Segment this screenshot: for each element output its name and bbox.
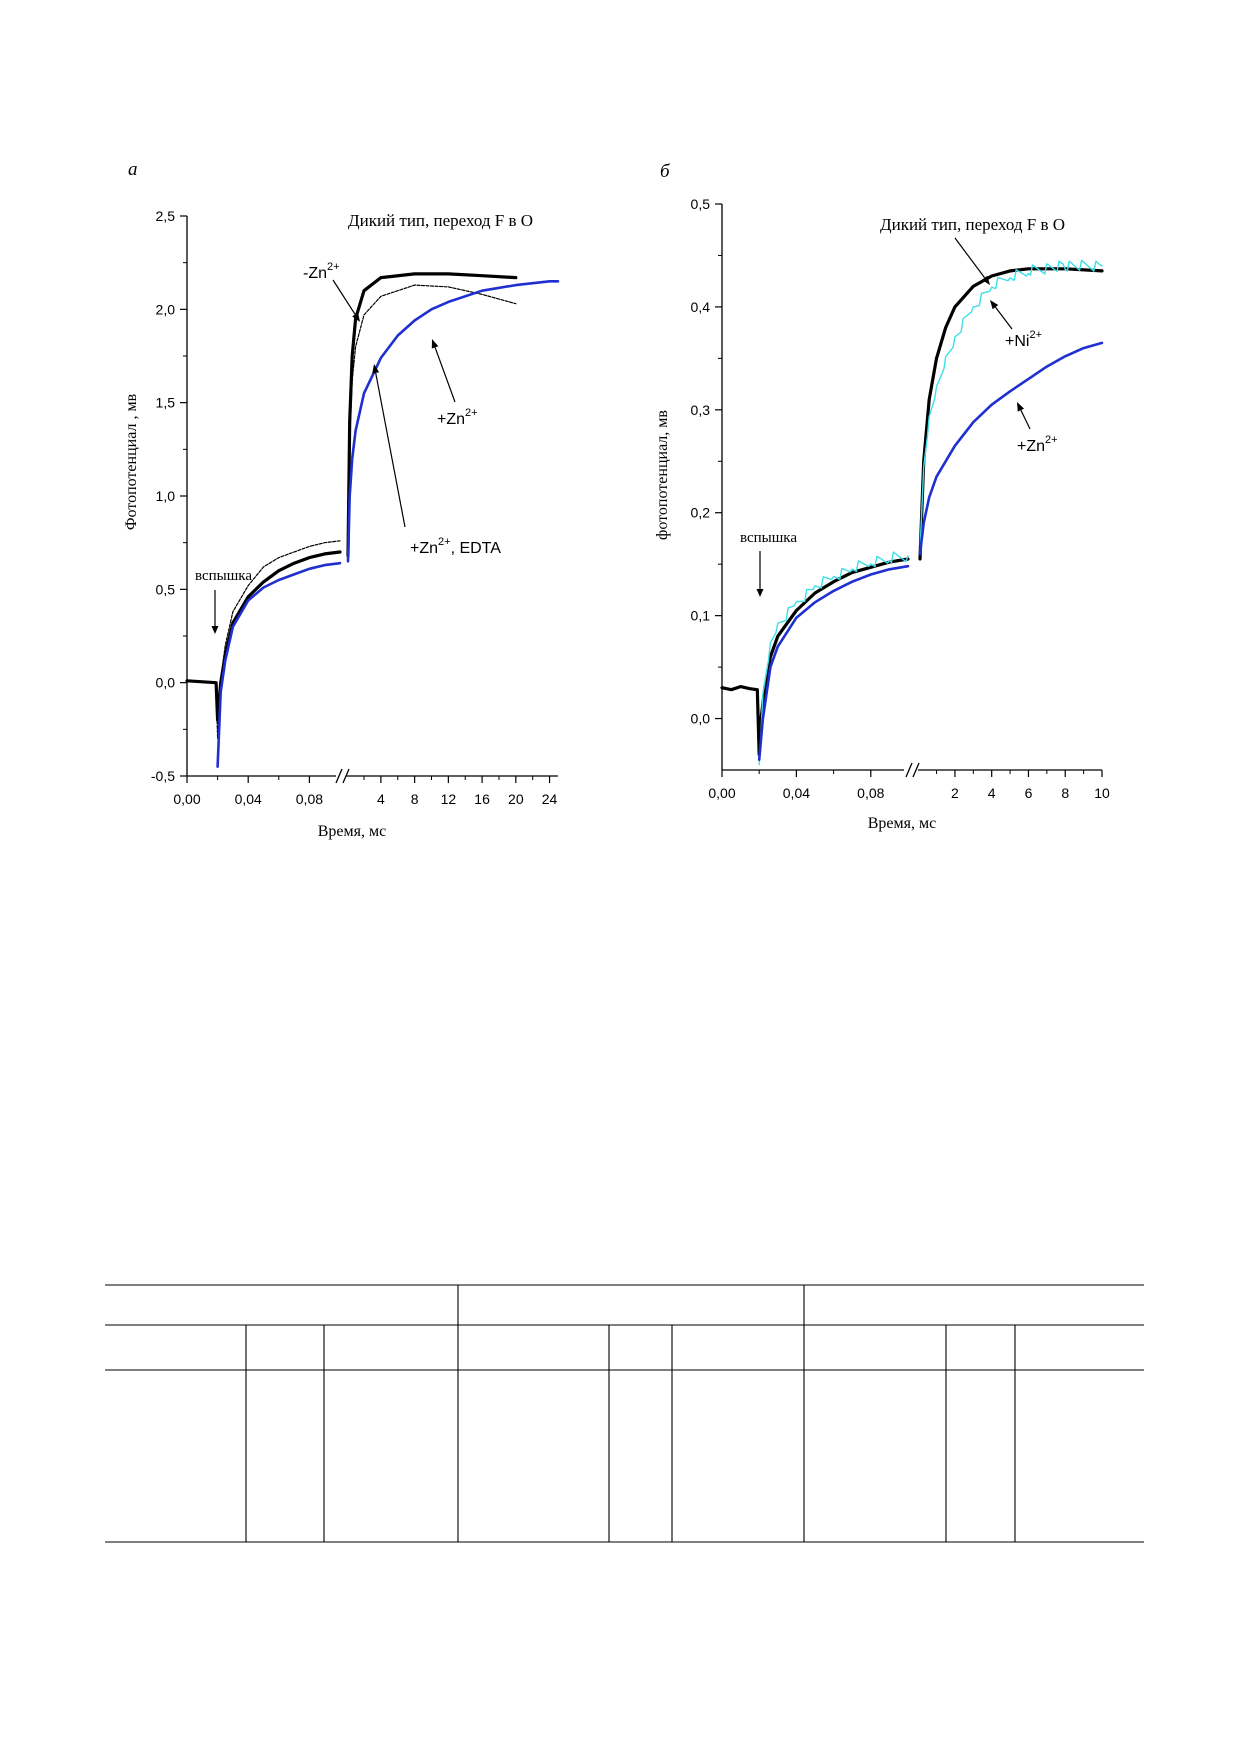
annotation-text: +Zn	[410, 540, 438, 557]
x-tick-label: 2	[951, 785, 959, 801]
chart-panel-b: б 0,0 0,1 0,2 0,3 0,4 0,5 0,00 0,04 0,08 2 4 6 8 10 Вре…	[654, 161, 1110, 832]
series-2-line-late	[919, 259, 1103, 552]
y-tick-label: 1,5	[156, 395, 176, 411]
series-annotation: +Zn2+	[437, 407, 478, 428]
data-table	[105, 1284, 1144, 1543]
annotation-text: +Zn	[437, 411, 465, 428]
y-tick-label: 0,5	[691, 196, 711, 212]
axis-break-mark	[335, 768, 343, 784]
series-annotation: -Zn2+	[303, 261, 340, 282]
y-axis-label: фотопотенциал, мв	[654, 410, 671, 540]
annotation-superscript: 2+	[1029, 329, 1042, 341]
flash-arrow-head	[756, 589, 764, 597]
chart-panel-a: а -0,5 0,0 0,5 1,0 1,5 2,0 2,5 0,00 0,04 0,08 4 8 12 1…	[123, 159, 560, 840]
annotation-arrow-head	[372, 364, 380, 374]
x-tick-label: 0,00	[173, 791, 200, 807]
x-tick-label: 8	[411, 791, 419, 807]
y-axis-label: Фотопотенциал , мв	[123, 393, 140, 530]
annotation-arrow-shaft	[954, 237, 986, 279]
series-annotation: +Zn2+, EDTA	[410, 536, 501, 557]
series-annotation: +Ni2+	[1005, 329, 1042, 350]
flash-label: вспышка	[195, 568, 252, 584]
x-tick-label: 0,04	[235, 791, 262, 807]
y-tick-label: 0,0	[691, 711, 711, 727]
annotation-text: +Ni	[1005, 333, 1029, 350]
y-tick-label: 0,2	[691, 505, 711, 521]
x-tick-label: 10	[1094, 785, 1110, 801]
x-tick-label: 20	[508, 791, 524, 807]
annotation-arrow-head	[981, 275, 990, 285]
chart-title: Дикий тип, переход F в O	[880, 215, 1065, 234]
series-1-line-late	[346, 272, 518, 558]
annotation-text: -Zn	[303, 265, 327, 282]
series-2-line-early	[758, 551, 909, 766]
x-tick-label: 16	[474, 791, 490, 807]
x-tick-label: 4	[988, 785, 996, 801]
annotation-arrow-shaft	[332, 279, 356, 315]
annotation-arrow-shaft	[994, 306, 1013, 330]
axis-break-mark	[342, 768, 350, 784]
axis-break-mark	[912, 762, 920, 778]
series-1-line-early	[185, 550, 342, 722]
annotation-arrow-shaft	[375, 372, 406, 528]
series-3-line-early	[216, 561, 342, 768]
y-tick-label: -0,5	[151, 768, 175, 784]
annotation-arrow-head	[352, 312, 360, 322]
series-annotation: +Zn2+	[1017, 434, 1058, 455]
x-tick-label: 8	[1061, 785, 1069, 801]
x-tick-label: 0,08	[857, 785, 884, 801]
series-1-line-late	[918, 267, 1104, 561]
annotation-arrow-shaft	[434, 347, 456, 403]
y-tick-label: 0,5	[156, 581, 176, 597]
series-3-line-late	[918, 341, 1104, 556]
annotation-superscript: 2+	[327, 261, 340, 273]
y-tick-label: 0,0	[156, 675, 176, 691]
x-axis-label: Время, мс	[318, 823, 386, 840]
series-1-line-early	[720, 557, 910, 757]
x-tick-label: 4	[377, 791, 385, 807]
y-tick-label: 1,0	[156, 488, 176, 504]
y-tick-label: 0,4	[691, 299, 711, 315]
x-tick-label: 24	[542, 791, 558, 807]
flash-arrow-head	[211, 626, 219, 634]
annotation-arrow-head	[1017, 402, 1025, 412]
x-tick-label: 0,04	[783, 785, 810, 801]
x-tick-label: 0,00	[708, 785, 735, 801]
annotation-superscript: 2+	[1045, 434, 1058, 446]
x-tick-label: 6	[1025, 785, 1033, 801]
annotation-arrow-head	[431, 339, 439, 349]
annotation-text: +Zn	[1017, 438, 1045, 455]
y-tick-label: 2,5	[156, 208, 176, 224]
x-tick-label: 0,08	[296, 791, 323, 807]
annotation-arrow-head	[990, 300, 999, 310]
annotation-suffix: , EDTA	[451, 540, 502, 557]
axis-break-mark	[905, 762, 913, 778]
flash-label: вспышка	[740, 530, 797, 546]
series-3-line-early	[757, 564, 910, 761]
annotation-superscript: 2+	[465, 407, 478, 419]
series-3-line-late	[346, 280, 560, 563]
x-tick-label: 12	[441, 791, 457, 807]
panel-label: б	[660, 161, 671, 182]
annotation-arrow-shaft	[1020, 409, 1031, 430]
x-axis-label: Время, мс	[868, 815, 936, 832]
series-2-line-late	[347, 284, 517, 553]
annotation-superscript: 2+	[438, 536, 451, 548]
y-tick-label: 0,3	[691, 402, 711, 418]
chart-title: Дикий тип, переход F в O	[348, 211, 533, 230]
y-tick-label: 2,0	[156, 301, 176, 317]
panel-label: а	[128, 159, 138, 180]
y-tick-label: 0,1	[691, 608, 711, 624]
